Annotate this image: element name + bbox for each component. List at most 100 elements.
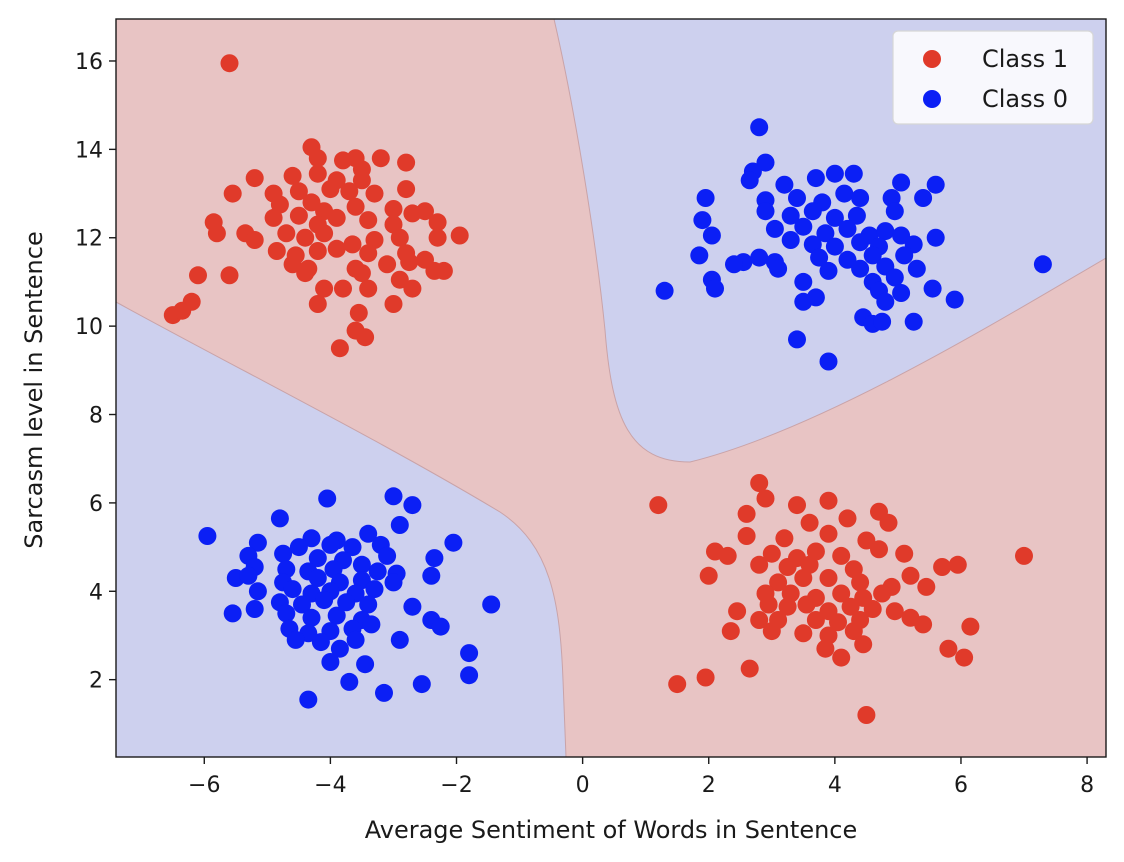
class-0-point xyxy=(299,690,318,709)
class-0-point xyxy=(926,228,945,247)
y-tick-label: 4 xyxy=(89,580,103,605)
class-0-point xyxy=(655,281,674,300)
class-1-point xyxy=(933,558,952,576)
class-0-point xyxy=(346,630,365,649)
class-1-point xyxy=(794,624,813,643)
class-0-point xyxy=(248,582,267,601)
class-0-point xyxy=(892,284,911,302)
class-0-point xyxy=(794,217,813,236)
y-tick-label: 10 xyxy=(75,315,103,340)
class-0-point xyxy=(810,248,829,267)
class-1-point xyxy=(794,569,813,587)
y-tick-label: 14 xyxy=(75,138,103,163)
class-1-point xyxy=(819,491,838,510)
class-0-point xyxy=(425,549,444,568)
class-1-point xyxy=(428,213,447,232)
class-0-point xyxy=(302,608,321,627)
y-axis-label: Sarcasm level in Sentence xyxy=(20,231,48,548)
class-1-point xyxy=(296,228,315,247)
class-0-point xyxy=(318,489,337,508)
class-1-point xyxy=(759,595,778,614)
class-0-point xyxy=(308,569,327,587)
x-tick-label: −2 xyxy=(440,773,472,798)
class-0-point xyxy=(806,169,825,188)
x-axis-ticks: −6 −4 −2 0 2 4 6 8 xyxy=(188,757,1094,798)
class-1-point xyxy=(308,295,327,313)
class-0-point xyxy=(274,544,293,563)
y-tick-label: 16 xyxy=(75,50,103,75)
class-1-point xyxy=(737,527,756,545)
x-tick-label: 2 xyxy=(702,773,716,798)
class-1-point xyxy=(289,182,308,201)
class-0-point xyxy=(696,189,715,207)
x-tick-label: 0 xyxy=(576,773,590,798)
class-0-point xyxy=(863,246,882,265)
class-1-point xyxy=(277,224,296,243)
class-0-point xyxy=(277,604,296,623)
x-tick-label: −4 xyxy=(314,773,346,798)
class-1-point xyxy=(359,211,378,230)
y-tick-label: 2 xyxy=(89,669,103,694)
class-1-point xyxy=(220,54,239,73)
data-points xyxy=(163,54,1052,724)
class-0-point xyxy=(289,538,308,557)
class-1-point xyxy=(403,279,422,298)
class-0-point xyxy=(327,606,346,625)
class-1-point xyxy=(365,184,384,203)
class-1-point xyxy=(788,496,806,515)
class-0-point xyxy=(926,175,945,194)
class-1-point xyxy=(649,496,668,515)
y-tick-label: 8 xyxy=(89,404,103,429)
class-1-point xyxy=(844,622,863,641)
class-0-point xyxy=(362,615,381,634)
class-1-point xyxy=(400,253,419,272)
class-1-point xyxy=(699,566,718,585)
y-tick-label: 6 xyxy=(89,492,103,517)
class-1-point xyxy=(223,184,242,203)
class-0-point xyxy=(248,533,267,552)
class-0-point xyxy=(690,246,709,265)
class-1-point xyxy=(296,264,315,283)
class-1-point xyxy=(371,149,390,168)
class-1-point xyxy=(173,301,192,320)
class-1-point xyxy=(416,202,434,221)
class-0-point xyxy=(816,224,835,243)
class-0-point xyxy=(308,549,327,568)
x-tick-label: 8 xyxy=(1080,773,1094,798)
legend-label-class-1: Class 1 xyxy=(982,45,1068,73)
class-1-point xyxy=(718,546,737,565)
class-0-point xyxy=(302,529,321,548)
class-1-point xyxy=(220,266,239,285)
class-1-point xyxy=(750,555,769,574)
class-0-point xyxy=(819,352,838,371)
class-1-point xyxy=(939,639,958,658)
class-0-point xyxy=(907,259,926,278)
class-1-point xyxy=(207,224,226,243)
class-0-point xyxy=(283,580,302,599)
class-1-point xyxy=(778,597,797,616)
class-1-point xyxy=(832,648,851,667)
class-0-point xyxy=(444,533,463,552)
class-0-point xyxy=(873,312,892,331)
decision-boundary-upper-right xyxy=(553,19,1106,463)
class-1-point xyxy=(267,242,286,260)
class-0-point xyxy=(885,202,904,221)
class-1-point xyxy=(189,266,207,285)
class-1-point xyxy=(245,169,264,188)
class-0-point xyxy=(706,279,724,298)
class-0-point xyxy=(775,175,794,194)
class-0-point xyxy=(851,233,870,252)
x-tick-label: 6 xyxy=(954,773,968,798)
class-1-point xyxy=(340,182,359,201)
class-1-point xyxy=(895,544,914,563)
class-1-point xyxy=(870,540,888,559)
class-0-point xyxy=(1033,255,1052,274)
class-0-point xyxy=(693,211,712,230)
class-1-point xyxy=(327,208,346,227)
class-1-point xyxy=(384,200,403,218)
class-0-point xyxy=(851,189,870,207)
class-0-point xyxy=(923,279,942,298)
class-1-point xyxy=(721,622,740,641)
class-1-point xyxy=(352,264,371,283)
class-0-point xyxy=(403,597,422,616)
